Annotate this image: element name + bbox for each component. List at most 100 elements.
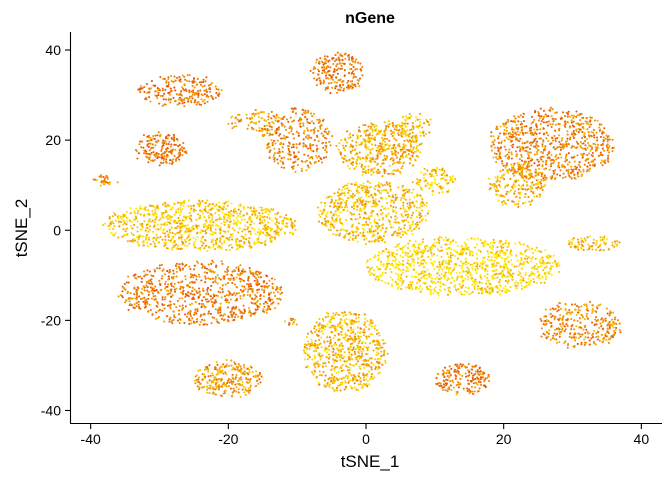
data-point — [429, 274, 432, 277]
data-point — [567, 110, 570, 113]
data-point — [514, 242, 517, 245]
data-point — [486, 285, 489, 288]
data-point — [501, 162, 504, 165]
data-point — [594, 143, 597, 146]
data-point — [163, 245, 166, 248]
data-point — [215, 240, 218, 243]
data-point — [400, 230, 404, 233]
data-point — [358, 372, 361, 375]
data-point — [522, 115, 525, 118]
data-point — [446, 262, 449, 265]
data-point — [537, 182, 540, 185]
data-point — [481, 242, 484, 245]
data-point — [502, 123, 505, 126]
data-point — [517, 191, 520, 194]
data-point — [204, 222, 207, 225]
data-point — [403, 227, 406, 230]
data-point — [363, 139, 366, 142]
data-point — [353, 205, 356, 208]
data-point — [390, 147, 394, 150]
data-point — [557, 122, 560, 126]
data-point — [418, 285, 422, 288]
data-point — [511, 276, 514, 279]
data-point — [338, 218, 341, 222]
data-point — [173, 213, 176, 216]
data-point — [143, 275, 146, 278]
data-point — [438, 263, 441, 266]
data-point — [175, 247, 178, 250]
data-point — [423, 203, 426, 207]
data-point — [225, 293, 228, 297]
data-point — [421, 238, 424, 241]
data-point — [127, 275, 130, 278]
data-point — [216, 218, 219, 221]
data-point — [121, 235, 124, 238]
data-point — [497, 147, 500, 150]
data-point — [430, 289, 433, 292]
data-point — [544, 278, 547, 281]
data-point — [160, 223, 163, 226]
data-point — [167, 234, 170, 237]
data-point — [526, 157, 530, 160]
data-point — [319, 209, 322, 213]
data-point — [130, 304, 133, 307]
data-point — [237, 204, 240, 207]
data-point — [184, 278, 187, 281]
data-point — [556, 263, 559, 266]
data-point — [532, 183, 535, 186]
data-point — [579, 170, 582, 173]
data-point — [493, 241, 496, 244]
data-point — [227, 225, 230, 228]
data-point — [219, 229, 222, 232]
data-point — [557, 164, 560, 167]
data-point — [353, 183, 356, 186]
data-point — [496, 177, 499, 180]
data-point — [280, 227, 283, 230]
data-point — [570, 177, 573, 180]
data-point — [412, 164, 415, 167]
data-point — [368, 383, 371, 386]
data-point — [513, 282, 516, 285]
data-point — [357, 222, 360, 225]
data-point — [495, 261, 499, 264]
data-point — [357, 320, 360, 323]
data-point — [406, 262, 409, 265]
data-point — [341, 311, 344, 314]
data-point — [527, 187, 530, 191]
data-point — [495, 257, 498, 260]
data-point — [520, 120, 523, 123]
data-point — [495, 253, 498, 256]
data-point — [400, 273, 403, 276]
data-point — [510, 263, 514, 266]
data-point — [406, 205, 409, 208]
data-point — [391, 153, 394, 156]
data-point — [416, 261, 419, 264]
data-point — [570, 165, 573, 168]
data-point — [484, 240, 487, 243]
data-point — [408, 139, 412, 142]
data-point — [103, 222, 107, 225]
data-point — [496, 127, 499, 130]
data-point — [510, 144, 513, 147]
data-point — [424, 261, 428, 264]
data-point — [371, 333, 374, 336]
data-point — [578, 168, 581, 171]
data-point — [134, 212, 137, 215]
data-point — [498, 157, 501, 160]
data-point — [431, 254, 434, 257]
data-point — [444, 284, 447, 287]
data-point — [370, 143, 374, 146]
data-point — [195, 275, 198, 278]
data-point — [207, 277, 210, 280]
data-point — [354, 348, 357, 351]
data-point — [515, 265, 518, 268]
data-point — [338, 188, 341, 191]
data-point — [355, 152, 358, 155]
data-point — [556, 173, 559, 176]
data-point — [175, 262, 178, 265]
data-point — [541, 143, 544, 146]
data-point — [229, 233, 232, 236]
data-point — [180, 222, 183, 225]
data-point — [438, 274, 441, 277]
data-point — [559, 143, 562, 146]
